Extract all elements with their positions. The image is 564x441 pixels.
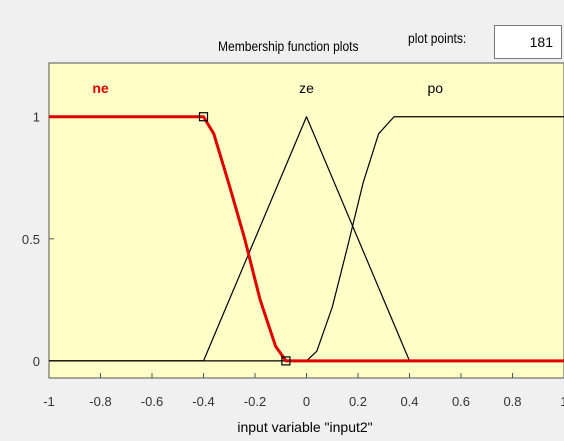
mf-label-ne[interactable]: ne — [92, 80, 109, 96]
x-tick-label: 0.4 — [400, 394, 418, 409]
plot-points-label: plot points: — [408, 30, 467, 46]
mf-curves[interactable] — [49, 112, 564, 366]
x-tick-label: -0.6 — [141, 394, 163, 409]
mf-label-ze[interactable]: ze — [299, 80, 314, 96]
x-tick-label: -0.8 — [89, 394, 111, 409]
plot-points-input[interactable]: 181 — [494, 25, 562, 59]
mf-labels: ze po ne — [92, 80, 443, 96]
x-axis-label: input variable "input2" — [237, 419, 372, 435]
x-tick-label: 0.2 — [349, 394, 367, 409]
mf-drag-handle[interactable] — [281, 356, 291, 366]
x-tick-label: 0 — [303, 394, 310, 409]
x-tick-label: 0.6 — [452, 394, 470, 409]
axis-ticks: -1 -0.8 -0.6 -0.4 -0.2 0 0.2 0.4 0.6 0.8 1 0 0.5 1 — [22, 110, 564, 409]
x-tick-label: 0.8 — [503, 394, 521, 409]
y-tick-label: 0 — [33, 354, 40, 369]
y-tick-label: 1 — [33, 110, 40, 125]
x-tick-label: -0.4 — [192, 394, 214, 409]
plot-area — [48, 62, 564, 379]
membership-plot-title: Membership function plots — [218, 38, 359, 54]
x-tick-label: -0.2 — [244, 394, 266, 409]
y-tick-label: 0.5 — [22, 232, 40, 247]
mf-label-po[interactable]: po — [427, 80, 443, 96]
x-tick-label: -1 — [43, 394, 55, 409]
mf-curve-ne[interactable] — [49, 115, 564, 363]
mf-curve-po[interactable] — [49, 116, 564, 362]
mf-drag-handle[interactable] — [198, 112, 209, 122]
x-tick-label: 1 — [560, 394, 564, 409]
